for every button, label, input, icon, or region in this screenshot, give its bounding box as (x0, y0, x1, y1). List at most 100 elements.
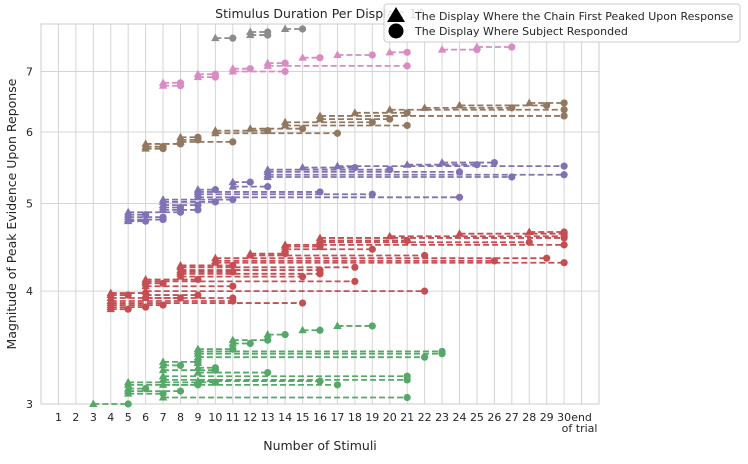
response-marker (455, 168, 464, 176)
response-marker (194, 133, 202, 141)
x-tick-label: 27 (505, 411, 519, 424)
response-marker (176, 387, 185, 395)
response-marker (368, 118, 376, 126)
response-marker (560, 99, 568, 107)
peak-marker (437, 45, 447, 53)
peak-marker (123, 384, 133, 392)
x-tick-label: 25 (470, 411, 484, 424)
x-tick-label: 2 (72, 411, 79, 424)
peak-marker (211, 33, 220, 42)
x-tick-label: 6 (142, 411, 149, 424)
peak-marker (106, 288, 115, 297)
x-tick-label: 19 (365, 411, 379, 424)
response-marker (298, 273, 307, 281)
x-tick-label: 28 (522, 411, 536, 424)
response-marker (560, 259, 568, 267)
legend-circle-marker (388, 23, 404, 39)
response-marker (333, 381, 342, 389)
x-tick-label: 8 (177, 411, 184, 424)
peak-marker (298, 325, 307, 334)
response-marker (351, 277, 359, 286)
peak-marker (280, 240, 290, 248)
peak-marker (141, 139, 150, 147)
response-marker (124, 400, 132, 408)
response-marker (298, 125, 307, 133)
response-marker (368, 190, 376, 198)
x-tick-label: 22 (418, 411, 432, 424)
peak-marker (141, 286, 150, 295)
x-tick-label: 20 (383, 411, 397, 424)
peak-marker (193, 363, 203, 371)
response-marker (229, 261, 237, 270)
x-tick-label: 30 (557, 411, 571, 424)
peak-marker (228, 64, 238, 72)
response-marker (264, 368, 272, 377)
response-marker (386, 115, 394, 123)
response-marker (508, 43, 516, 51)
x-tick-label: 17 (330, 411, 344, 424)
peak-marker (193, 185, 203, 193)
peak-marker (333, 50, 342, 58)
legend: The Display Where the Chain First Peaked… (383, 3, 741, 43)
response-marker (264, 336, 272, 344)
peak-marker (298, 53, 307, 61)
peak-marker (158, 365, 168, 374)
y-tick-label: 4 (26, 285, 33, 298)
x-tick-label: 5 (125, 411, 132, 424)
x-tick-label: 9 (194, 411, 201, 424)
peak-marker (385, 47, 394, 56)
peak-marker (193, 368, 203, 376)
peak-marker (263, 58, 272, 67)
response-marker (159, 143, 167, 151)
x-tick-label: 11 (226, 411, 240, 424)
peak-marker (193, 69, 203, 78)
response-marker (281, 331, 289, 339)
y-tick-label: 6 (26, 126, 33, 139)
response-marker (246, 178, 254, 186)
response-marker (316, 188, 324, 196)
x-tick-label: 10 (208, 411, 222, 424)
x-tick-label: 13 (261, 411, 275, 424)
response-marker (560, 162, 568, 170)
legend-label-peak: The Display Where the Chain First Peaked… (414, 10, 734, 23)
peak-marker (333, 321, 342, 329)
peak-marker (420, 103, 429, 111)
response-marker (560, 228, 568, 236)
x-tick-label: 18 (348, 411, 362, 424)
response-marker (194, 201, 202, 209)
x-tick-label: end of trial (562, 411, 598, 435)
response-marker (246, 339, 254, 348)
peak-marker (228, 335, 238, 344)
peak-marker (158, 393, 168, 401)
x-tick-label: 21 (400, 411, 414, 424)
peak-marker (385, 105, 394, 113)
peak-marker (246, 124, 255, 132)
peak-marker (350, 108, 360, 116)
peak-marker (385, 231, 394, 240)
peak-marker (228, 182, 238, 190)
response-marker (316, 377, 324, 385)
response-marker (421, 353, 429, 361)
x-tick-label: 14 (278, 411, 292, 424)
response-marker (176, 294, 185, 302)
peak-marker (263, 165, 272, 173)
response-marker (421, 287, 429, 295)
response-marker (229, 34, 237, 42)
legend-frame (383, 3, 741, 43)
response-marker (438, 347, 446, 356)
y-tick-label: 5 (26, 198, 33, 211)
peak-marker (333, 161, 342, 170)
peak-marker (123, 207, 133, 216)
legend-triangle-marker (387, 7, 405, 22)
response-marker (421, 251, 429, 260)
response-marker (368, 245, 376, 253)
peak-marker (141, 274, 150, 283)
peak-marker (280, 24, 290, 32)
peak-marker (228, 177, 238, 186)
response-marker (298, 299, 307, 307)
plot-area-frame (40, 23, 600, 405)
response-marker (316, 266, 324, 274)
x-tick-label: 3 (90, 411, 97, 424)
peak-marker (246, 27, 255, 36)
